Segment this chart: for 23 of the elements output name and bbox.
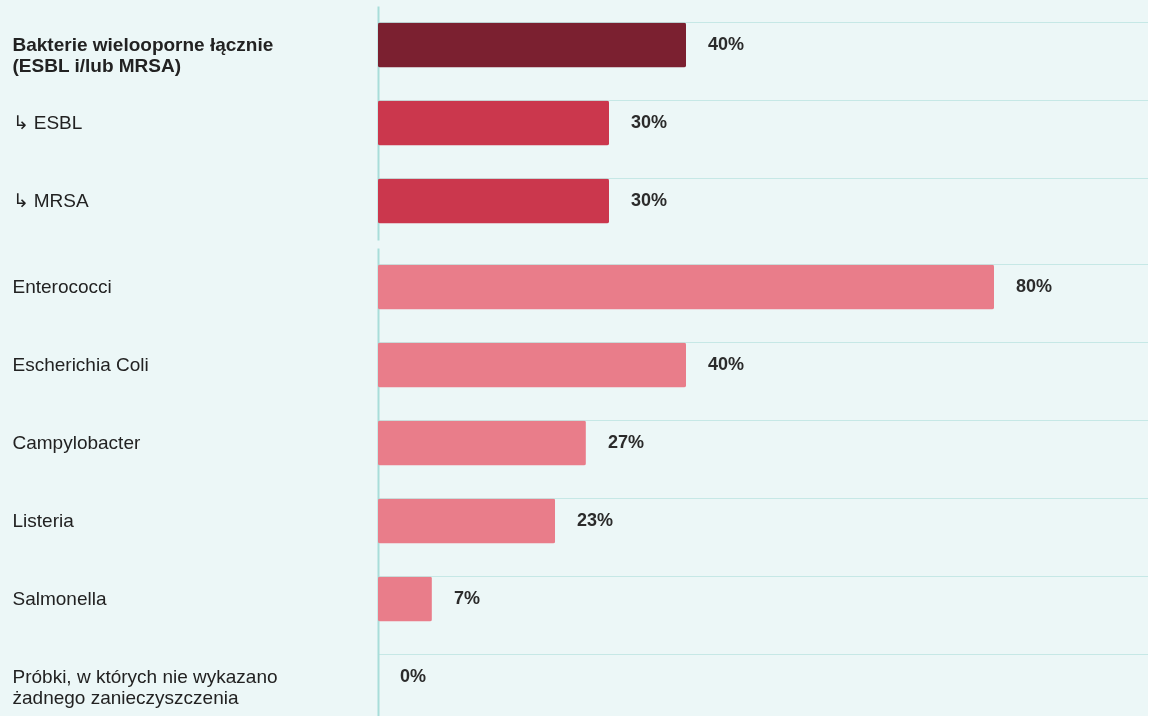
y-tick-label: Enterococci [12,276,112,297]
bar [378,576,432,622]
data-label: 27% [607,432,644,452]
data-label: 30% [631,190,668,210]
y-tick-label: Campylobacter [12,432,141,453]
data-label: 40% [708,354,745,374]
y-tick-label: Bakterie wielooporne łącznie (ESBL i/lub MRSA) [12,34,274,76]
y-tick-label: Escherichia Coli [12,354,149,375]
y-tick-label: ↳ ESBL [12,112,83,133]
data-label: 7% [453,588,480,608]
bar [378,264,994,310]
y-tick-label: Listeria [12,510,75,531]
data-label: 30% [631,112,668,132]
bar [378,420,586,466]
bar [378,342,686,388]
bar [378,498,556,544]
data-label: 0% [400,666,427,686]
data-label: 23% [577,510,614,530]
y-tick-label: ↳ MRSA [12,190,89,211]
y-tick-label: Próbki, w których nie wykazano żadnego zanieczyszczenia [12,666,278,708]
y-tick-label: Salmonella [12,588,107,609]
data-label: 80% [1016,276,1053,296]
data-label: 40% [708,34,745,54]
